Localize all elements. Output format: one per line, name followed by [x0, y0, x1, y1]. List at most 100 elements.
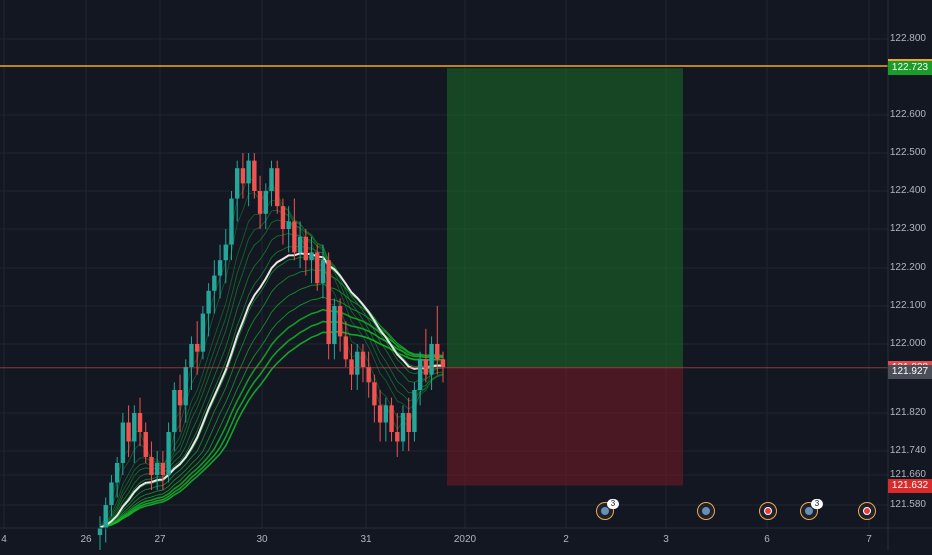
- globe-icon: [601, 507, 609, 515]
- candle-body: [109, 482, 114, 505]
- candle-body: [166, 432, 171, 475]
- candle-body: [149, 457, 154, 475]
- candle-body: [160, 463, 166, 475]
- candle-body: [137, 413, 143, 432]
- candle-body: [206, 290, 211, 314]
- candle-body: [429, 344, 434, 375]
- moving-average-line: [99, 330, 444, 529]
- candle-body: [229, 198, 234, 245]
- price-tick-label: 122.500: [889, 147, 926, 158]
- price-tick-label: 121.740: [889, 445, 926, 456]
- candle-body: [372, 382, 377, 406]
- flag-icon: [764, 507, 772, 515]
- price-tick-label: 121.580: [889, 499, 926, 510]
- candle-body: [343, 336, 349, 360]
- calendar-event-icon[interactable]: 3: [596, 499, 619, 520]
- candle-body: [292, 221, 297, 253]
- candle-body: [126, 422, 131, 442]
- candle-body: [177, 390, 183, 406]
- moving-average-line: [99, 296, 444, 528]
- calendar-event-icon[interactable]: 3: [800, 499, 823, 520]
- candle-body: [309, 252, 314, 261]
- current-price-price-badge: 121.927: [888, 364, 932, 379]
- take-profit-zone: [447, 68, 683, 368]
- event-count-badge: 3: [607, 499, 619, 509]
- time-tick-label: 7: [866, 534, 872, 545]
- candle-body: [332, 306, 337, 344]
- candle-body: [172, 390, 177, 432]
- price-tick-label: 121.820: [889, 407, 926, 418]
- candle-body: [360, 351, 366, 367]
- candle-body: [263, 191, 268, 214]
- candle-body: [235, 168, 240, 199]
- candle-body: [246, 160, 251, 184]
- candle-body: [349, 359, 354, 375]
- calendar-event-icon[interactable]: [697, 502, 715, 520]
- candle-body: [286, 221, 291, 229]
- time-tick-label: 2: [563, 534, 569, 545]
- candle-body: [183, 367, 188, 406]
- time-tick-label: 3: [663, 534, 669, 545]
- stop-loss-zone: [447, 367, 683, 486]
- candle-body: [406, 413, 411, 432]
- calendar-event-icon[interactable]: [759, 502, 777, 520]
- price-tick-label: 122.000: [889, 338, 926, 349]
- time-tick-label: 30: [256, 534, 268, 545]
- stop-loss-price-badge: 121.632: [888, 478, 932, 493]
- time-tick-label: 4: [1, 534, 7, 545]
- candle-body: [303, 236, 308, 261]
- candle-body: [120, 422, 126, 463]
- moving-average-line: [99, 283, 444, 528]
- flag-icon: [863, 507, 871, 515]
- take-profit-price-badge: 122.723: [888, 61, 932, 76]
- candle-body: [143, 432, 148, 457]
- candle-body: [389, 405, 394, 432]
- candle-body: [257, 191, 263, 214]
- event-count-badge: 3: [811, 499, 823, 509]
- candle-body: [97, 527, 103, 535]
- candle-body: [417, 359, 423, 390]
- candle-body: [252, 160, 257, 191]
- candle-body: [212, 275, 217, 291]
- price-tick-label: 122.400: [889, 185, 926, 196]
- candle-body: [132, 413, 137, 442]
- globe-icon: [805, 507, 813, 515]
- candle-body: [395, 432, 400, 442]
- candle-body: [275, 168, 280, 207]
- time-tick-label: 2020: [453, 534, 477, 545]
- candle-body: [280, 206, 286, 229]
- candle-body: [383, 405, 389, 423]
- candle-body: [412, 390, 417, 432]
- calendar-event-icon[interactable]: [858, 502, 876, 520]
- candle-body: [217, 260, 223, 276]
- candle-body: [223, 244, 228, 261]
- time-tick-label: 26: [80, 534, 92, 545]
- time-tick-label: 31: [360, 534, 372, 545]
- candle-body: [320, 260, 326, 284]
- candle-body: [297, 236, 303, 253]
- candle-body: [103, 505, 108, 528]
- candle-body: [337, 306, 343, 337]
- price-tick-label: 122.200: [889, 262, 926, 273]
- candle-body: [423, 359, 429, 375]
- price-tick-label: 122.800: [889, 33, 926, 44]
- time-tick-label: 27: [154, 534, 166, 545]
- moving-average-line: [99, 320, 444, 529]
- price-tick-label: 122.300: [889, 223, 926, 234]
- candle-body: [377, 405, 383, 423]
- candle-body: [154, 463, 160, 475]
- candle-body: [269, 168, 274, 191]
- price-tick-label: 122.100: [889, 300, 926, 311]
- candle-body: [315, 252, 320, 284]
- candle-body: [366, 367, 371, 383]
- candle-body: [355, 351, 360, 375]
- price-tick-label: 122.600: [889, 109, 926, 120]
- candle-body: [189, 344, 194, 367]
- candle-body: [240, 168, 246, 184]
- candle-body: [326, 260, 331, 344]
- candle-body: [194, 344, 200, 352]
- candle-body: [114, 463, 120, 483]
- candle-body: [400, 413, 406, 442]
